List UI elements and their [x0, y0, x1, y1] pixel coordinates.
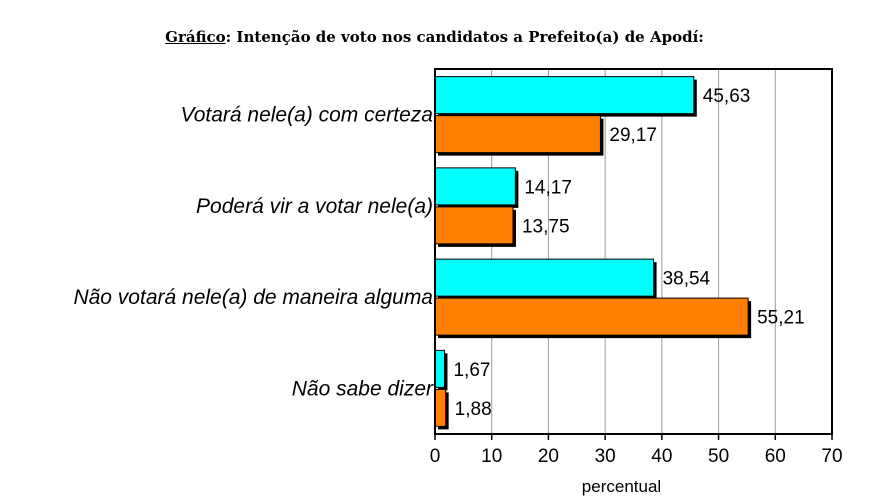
- category-label: Não sabe dizer: [292, 377, 434, 400]
- bars: [434, 76, 752, 430]
- bar-value-label: 1,88: [455, 399, 492, 420]
- x-tick-label: 0: [430, 446, 441, 467]
- bar: [434, 388, 447, 427]
- x-tick-label: 70: [821, 446, 842, 467]
- category-label: Votará nele(a) com certeza: [180, 104, 433, 127]
- chart-title: Gráfico: Intenção de voto nos candidatos…: [0, 28, 869, 46]
- bar-value-label: 1,67: [453, 360, 490, 381]
- bar-value-label: 45,63: [703, 86, 751, 107]
- plot-frame: [434, 68, 833, 435]
- title-text: Intenção de voto nos candidatos a Prefei…: [231, 28, 704, 46]
- bar: [434, 258, 655, 297]
- bar: [434, 349, 445, 388]
- bar-value-label: 14,17: [524, 177, 572, 198]
- bar: [434, 115, 601, 154]
- bar: [434, 76, 695, 115]
- bar-value-label: 38,54: [663, 269, 711, 290]
- x-tick-label: 20: [538, 446, 559, 467]
- x-tick-label: 30: [595, 446, 616, 467]
- bar: [434, 167, 516, 206]
- x-tick-label: 40: [651, 446, 672, 467]
- title-separator: :: [225, 28, 232, 46]
- bar-value-label: 55,21: [757, 308, 805, 329]
- bar: [434, 206, 514, 245]
- category-label: Não votará nele(a) de maneira alguma: [73, 286, 433, 309]
- category-labels: Votará nele(a) com certeza Poderá vir a v…: [73, 104, 434, 401]
- bar: [434, 297, 749, 336]
- value-labels: 45,63 29,17 14,17 13,75 38,54 55,21 1,67 1,88: [453, 86, 804, 420]
- x-axis-label: percentual: [582, 477, 661, 496]
- bar-value-label: 29,17: [609, 125, 657, 146]
- x-tick-label: 50: [708, 446, 729, 467]
- x-tick-label: 60: [765, 446, 786, 467]
- bar-value-label: 13,75: [522, 216, 570, 237]
- title-prefix: Gráfico: [165, 28, 226, 46]
- x-axis: 0 10 20 30 40 50 60 70: [430, 434, 843, 467]
- x-tick-label: 10: [481, 446, 502, 467]
- category-label: Poderá vir a votar nele(a): [196, 195, 433, 218]
